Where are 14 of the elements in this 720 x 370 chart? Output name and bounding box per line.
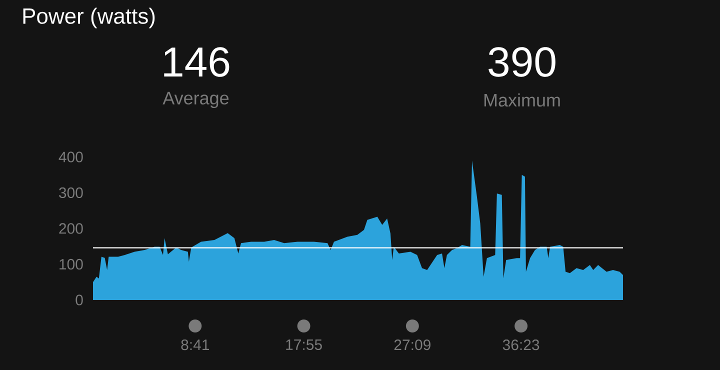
text: 146 xyxy=(164,47,230,77)
y-tick-label: 300 xyxy=(59,187,83,198)
x-tick-label: 36:23 xyxy=(502,340,540,350)
y-tick-label: 100 xyxy=(60,258,83,270)
y-tick-label: 0 xyxy=(76,294,83,306)
x-tick-label: 27:09 xyxy=(394,340,430,350)
text: Average xyxy=(162,92,229,108)
y-tick-label: 200 xyxy=(59,223,83,234)
x-tick-label: 8:41 xyxy=(181,340,210,350)
text: 390 xyxy=(488,47,556,77)
x-tick-label: 17:55 xyxy=(286,340,322,350)
text: Maximum xyxy=(484,93,560,107)
chart-title: Power (watts) xyxy=(23,8,155,28)
y-tick-label: 400 xyxy=(58,152,83,162)
